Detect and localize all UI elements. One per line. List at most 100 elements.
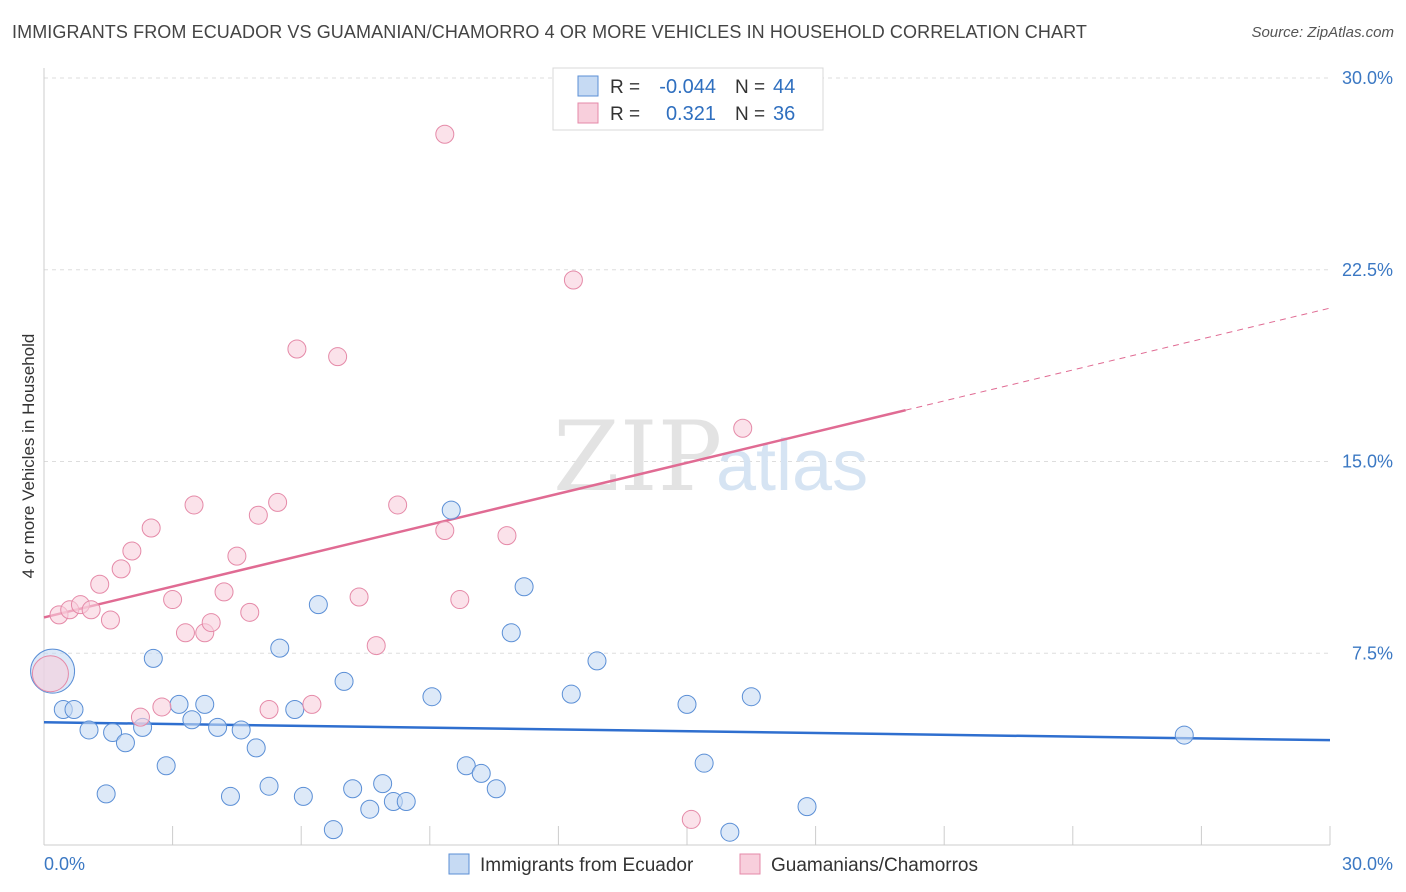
y-tick-label: 30.0% xyxy=(1342,68,1393,88)
legend-swatch-blue xyxy=(577,75,599,97)
point-ecuador xyxy=(182,710,202,730)
point-guamanian xyxy=(268,492,288,512)
point-ecuador xyxy=(79,720,99,740)
point-ecuador xyxy=(293,786,313,806)
point-guamanian xyxy=(130,707,150,727)
point-ecuador xyxy=(561,684,581,704)
point-guamanian xyxy=(90,574,110,594)
point-guamanian xyxy=(184,495,204,515)
series-legend-label-ecuador: Immigrants from Ecuador xyxy=(480,855,694,876)
point-ecuador xyxy=(115,733,135,753)
legend-n-value-2: 36 xyxy=(773,103,795,125)
point-ecuador xyxy=(720,822,740,842)
gridlines xyxy=(44,77,1330,654)
point-ecuador xyxy=(677,694,697,714)
point-guamanian xyxy=(366,636,386,656)
point-ecuador xyxy=(486,779,506,799)
point-ecuador xyxy=(259,776,279,796)
point-ecuador xyxy=(156,756,176,776)
point-guamanian xyxy=(287,339,307,359)
point-ecuador xyxy=(231,720,251,740)
series-legend-swatch-guamanian xyxy=(739,853,761,875)
point-ecuador xyxy=(208,717,228,737)
point-guamanian xyxy=(349,587,369,607)
point-ecuador xyxy=(396,792,416,812)
point-ecuador xyxy=(323,820,343,840)
legend-r-label-1: R = xyxy=(610,77,640,98)
point-ecuador xyxy=(797,797,817,817)
point-ecuador xyxy=(441,500,461,520)
point-guamanian xyxy=(733,418,753,438)
legend-r-label-2: R = xyxy=(610,104,640,125)
series-legend: Immigrants from Ecuador Guamanians/Chamo… xyxy=(448,853,978,876)
point-guamanian xyxy=(141,518,161,538)
point-ecuador xyxy=(334,671,354,691)
x-axis-ticks xyxy=(172,826,1331,845)
point-guamanian xyxy=(152,697,172,717)
point-ecuador xyxy=(195,694,215,714)
point-ecuador xyxy=(285,699,305,719)
series-legend-label-guamanian: Guamanians/Chamorros xyxy=(771,855,978,876)
data-points xyxy=(30,124,1194,842)
source-label: Source: ZipAtlas.com xyxy=(1251,24,1394,41)
watermark-zip: ZIP xyxy=(553,401,722,513)
chart-title: IMMIGRANTS FROM ECUADOR VS GUAMANIAN/CHA… xyxy=(12,22,1087,42)
point-guamanian xyxy=(122,541,142,561)
y-tick-label: 22.5% xyxy=(1342,260,1393,280)
trend-line-guamanian xyxy=(43,408,906,619)
trend-lines xyxy=(43,307,1331,742)
point-guamanian xyxy=(31,655,69,693)
point-guamanian xyxy=(681,809,701,829)
point-guamanian xyxy=(497,526,517,546)
point-ecuador xyxy=(103,723,123,743)
point-ecuador xyxy=(471,763,491,783)
legend-swatch-pink xyxy=(577,102,599,124)
point-ecuador xyxy=(587,651,607,671)
point-guamanian xyxy=(201,613,221,633)
point-guamanian xyxy=(328,347,348,367)
point-ecuador xyxy=(741,687,761,707)
point-guamanian xyxy=(227,546,247,566)
y-tick-label: 15.0% xyxy=(1342,452,1393,472)
trend-line-guamanian-extension xyxy=(905,307,1331,411)
point-ecuador xyxy=(694,753,714,773)
y-tick-labels: 7.5% 15.0% 22.5% 30.0% xyxy=(1342,68,1393,663)
point-ecuador xyxy=(360,799,380,819)
point-ecuador xyxy=(143,648,163,668)
point-guamanian xyxy=(563,270,583,290)
point-guamanian xyxy=(450,590,470,610)
point-guamanian xyxy=(100,610,120,630)
point-guamanian xyxy=(163,590,183,610)
point-guamanian xyxy=(175,623,195,643)
point-ecuador xyxy=(373,774,393,794)
point-guamanian xyxy=(214,582,234,602)
y-axis-title: 4 or more Vehicles in Household xyxy=(19,334,38,579)
point-ecuador xyxy=(422,687,442,707)
y-tick-label: 7.5% xyxy=(1352,643,1393,663)
point-ecuador xyxy=(514,577,534,597)
trend-line-ecuador xyxy=(43,721,1331,742)
point-ecuador xyxy=(343,779,363,799)
point-ecuador xyxy=(64,699,84,719)
point-ecuador xyxy=(270,638,290,658)
watermark-atlas: atlas xyxy=(716,426,868,506)
x-tick-label-min: 0.0% xyxy=(44,854,85,874)
point-ecuador xyxy=(308,595,328,615)
stats-legend: R = -0.044 N = 44 R = 0.321 N = 36 xyxy=(552,67,824,131)
x-tick-labels: 0.0% 30.0% xyxy=(44,854,1393,874)
point-ecuador xyxy=(220,786,240,806)
series-legend-swatch-ecuador xyxy=(448,853,470,875)
point-guamanian xyxy=(435,521,455,541)
point-guamanian xyxy=(111,559,131,579)
x-tick-label-max: 30.0% xyxy=(1342,854,1393,874)
point-guamanian xyxy=(435,124,455,144)
legend-n-label-1: N = xyxy=(735,77,765,98)
watermark: ZIP atlas xyxy=(553,401,868,513)
point-ecuador xyxy=(96,784,116,804)
point-guamanian xyxy=(240,602,260,622)
point-ecuador xyxy=(169,694,189,714)
point-ecuador xyxy=(1174,725,1194,745)
point-ecuador xyxy=(501,623,521,643)
legend-r-value-1: -0.044 xyxy=(659,76,716,98)
